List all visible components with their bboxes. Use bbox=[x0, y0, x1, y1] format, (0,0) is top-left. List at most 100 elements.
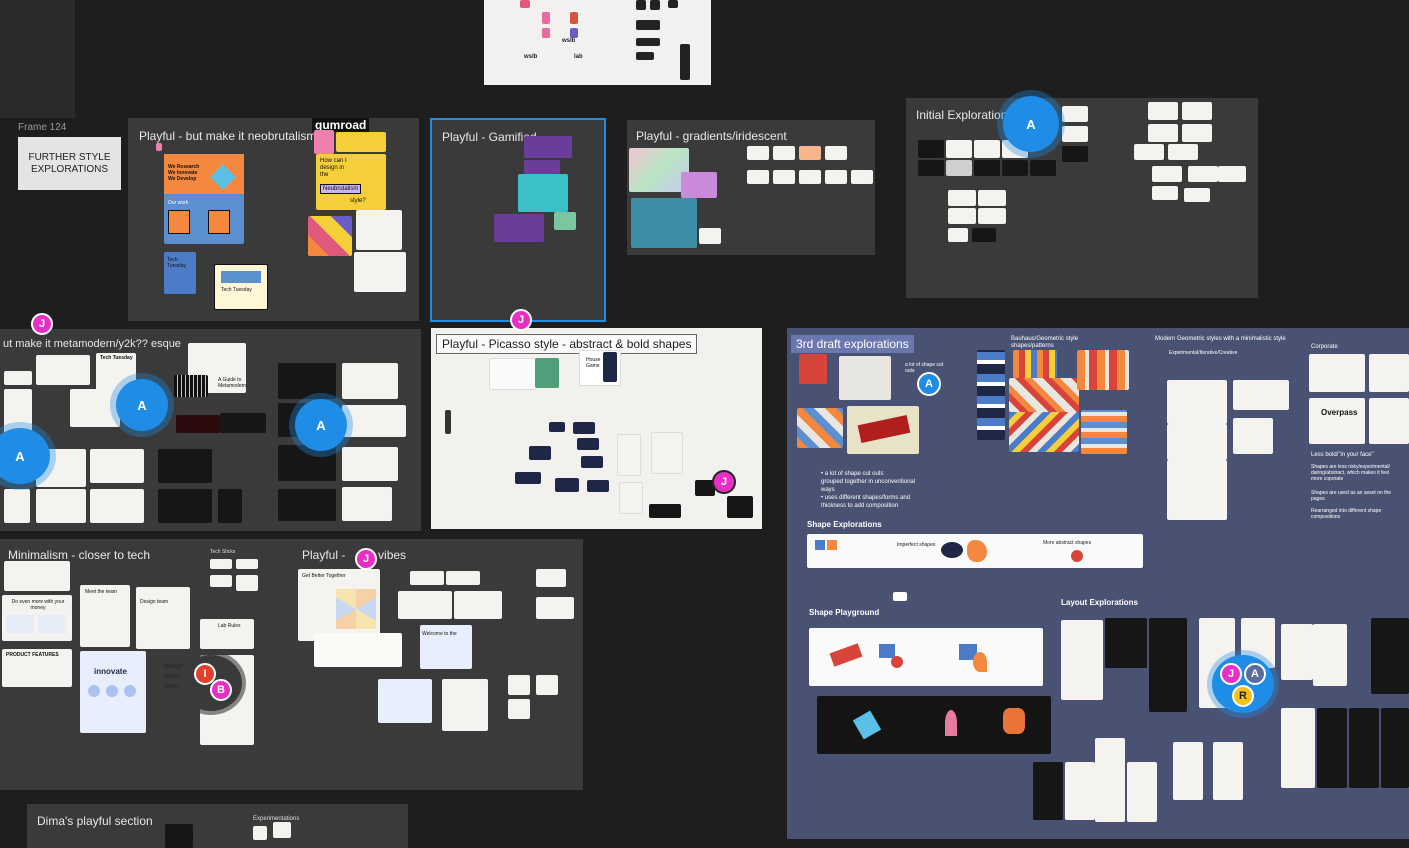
thumb bbox=[825, 170, 847, 184]
min-research-lbl: resear bbox=[164, 673, 184, 680]
thumb bbox=[948, 190, 976, 206]
frame-gradients[interactable]: Playful - gradients/iridescent bbox=[627, 120, 875, 255]
logo-swirl bbox=[542, 12, 550, 24]
thumb bbox=[577, 438, 599, 450]
experimental-card bbox=[1167, 380, 1227, 424]
thumb bbox=[1152, 166, 1182, 182]
wslb-logo: wslb bbox=[562, 38, 576, 44]
layout-card bbox=[1281, 624, 1313, 680]
frame-initial[interactable]: Initial Exploration bbox=[906, 98, 1258, 298]
min-develop-lbl: devel bbox=[164, 683, 181, 690]
thumb bbox=[174, 375, 208, 397]
bauhaus-tile bbox=[1013, 350, 1057, 378]
shape-art-1 bbox=[799, 354, 827, 384]
corporate-card bbox=[1369, 398, 1409, 444]
frame-playful-vibes[interactable]: Playful - vibes Get Better Together Welc… bbox=[292, 539, 583, 790]
further-style-text: FURTHER STYLE EXPLORATIONS bbox=[28, 151, 111, 175]
corporate-card bbox=[1369, 354, 1409, 392]
layout-card bbox=[1213, 742, 1243, 800]
thumb bbox=[158, 449, 212, 483]
thumb bbox=[454, 591, 502, 619]
thumb bbox=[1062, 106, 1088, 122]
thumb bbox=[90, 489, 144, 523]
frame-dima[interactable]: Dima's playful section Experimentations bbox=[27, 804, 408, 848]
layout-card bbox=[1149, 618, 1187, 712]
thumb bbox=[508, 699, 530, 719]
thumb bbox=[603, 352, 617, 382]
neo-style: style? bbox=[350, 198, 366, 204]
thumb bbox=[631, 198, 697, 248]
logo-sheet-frame[interactable]: wslb wslb lab bbox=[484, 0, 711, 85]
thumb bbox=[356, 210, 402, 250]
frame-title-gradients[interactable]: Playful - gradients/iridescent bbox=[636, 129, 787, 143]
cursor-a-initial: A bbox=[1003, 96, 1059, 152]
thumb bbox=[581, 456, 603, 468]
frame-title-playful-vibes[interactable]: Playful - vibes bbox=[297, 546, 411, 564]
further-style-card[interactable]: FURTHER STYLE EXPLORATIONS bbox=[18, 137, 121, 190]
thumb bbox=[308, 216, 352, 256]
thumb bbox=[278, 489, 336, 521]
thumb bbox=[978, 190, 1006, 206]
frame-title-picasso[interactable]: Playful - Picasso style - abstract & bol… bbox=[436, 334, 698, 354]
thumb bbox=[948, 228, 968, 242]
thumb bbox=[649, 504, 681, 518]
logo-mark bbox=[636, 52, 654, 60]
neo-tech-tuesday-2: Tech Tuesday bbox=[214, 264, 268, 310]
logo-mark bbox=[680, 44, 690, 80]
layout-card bbox=[1281, 708, 1315, 788]
left-panel-stub bbox=[0, 0, 75, 118]
thumb bbox=[4, 371, 32, 385]
thumb bbox=[699, 228, 721, 244]
thumb bbox=[948, 208, 976, 224]
layout-card bbox=[1173, 742, 1203, 800]
thumb bbox=[354, 252, 406, 292]
thumb bbox=[445, 410, 451, 434]
logo-swirl bbox=[520, 0, 530, 8]
layout-card bbox=[1095, 738, 1125, 822]
bauhaus-tile bbox=[1009, 378, 1079, 412]
thumb bbox=[946, 140, 972, 158]
vibes-welcome: Welcome to the bbox=[420, 625, 472, 669]
thumb bbox=[1168, 144, 1198, 160]
frame-picasso[interactable]: Playful - Picasso style - abstract & bol… bbox=[431, 328, 762, 529]
a-lot-label: a lot of shape cut outs bbox=[905, 362, 944, 374]
thumb bbox=[747, 170, 769, 184]
experimental-label: Experimental/Iterative/Creative bbox=[1169, 350, 1238, 356]
thumb bbox=[524, 160, 560, 174]
wslb-logo: wslb bbox=[524, 54, 538, 60]
frame-title-gamified[interactable]: Playful - Gamified bbox=[442, 130, 537, 144]
frame-title-3rd-draft[interactable]: 3rd draft explorations bbox=[791, 335, 914, 353]
frame-metamodern[interactable]: ut make it metamodern/y2k?? esque Tech T… bbox=[0, 329, 421, 531]
frame-minimalism[interactable]: Minimalism - closer to tech Do even more… bbox=[0, 539, 292, 790]
neo-hero-card: We Research We Innovate We Develop Our w… bbox=[164, 154, 244, 244]
corporate-label: Corporate bbox=[1311, 344, 1338, 350]
meta-guide-card: A Guide to Metamodern bbox=[188, 343, 246, 393]
thumb bbox=[918, 140, 944, 158]
cursor-a-meta-3: A bbox=[0, 428, 50, 484]
frame-title-dima[interactable]: Dima's playful section bbox=[37, 814, 153, 828]
frame-gamified[interactable]: Playful - Gamified bbox=[430, 118, 606, 322]
frame-3rd-draft[interactable]: 3rd draft explorations Bauhaus/Geometric… bbox=[787, 328, 1409, 839]
min-product-features-text: PRODUCT FEATURES bbox=[6, 652, 59, 658]
layout-card bbox=[1381, 708, 1409, 788]
neo-tech-tuesday2-text: Tech Tuesday bbox=[221, 287, 252, 293]
thumb bbox=[378, 679, 432, 723]
thumb bbox=[489, 358, 537, 390]
min-meet-team: Meet the team bbox=[80, 585, 130, 647]
thumb bbox=[972, 228, 996, 242]
layout-explorations-label: Layout Explorations bbox=[1061, 598, 1138, 607]
frame124-label[interactable]: Frame 124 bbox=[18, 122, 67, 133]
frame-title-minimalism[interactable]: Minimalism - closer to tech bbox=[8, 548, 151, 562]
min-product-features: PRODUCT FEATURES bbox=[2, 649, 72, 687]
frame-title-metamodern[interactable]: ut make it metamodern/y2k?? esque bbox=[3, 338, 181, 350]
frame-title-initial[interactable]: Initial Exploration bbox=[916, 108, 1008, 122]
logo-mark bbox=[636, 20, 660, 30]
layout-card bbox=[1033, 762, 1063, 820]
overpass-text: Overpass bbox=[1321, 408, 1358, 417]
cursor-a-draft: A bbox=[917, 372, 941, 396]
layout-card bbox=[1105, 618, 1147, 668]
thumb bbox=[554, 212, 576, 230]
frame-neobrutalism[interactable]: Playful - but make it neobrutalism We Re… bbox=[128, 118, 419, 321]
frame-title-neobrutalism[interactable]: Playful - but make it neobrutalism bbox=[139, 129, 317, 143]
thumb bbox=[651, 432, 683, 474]
